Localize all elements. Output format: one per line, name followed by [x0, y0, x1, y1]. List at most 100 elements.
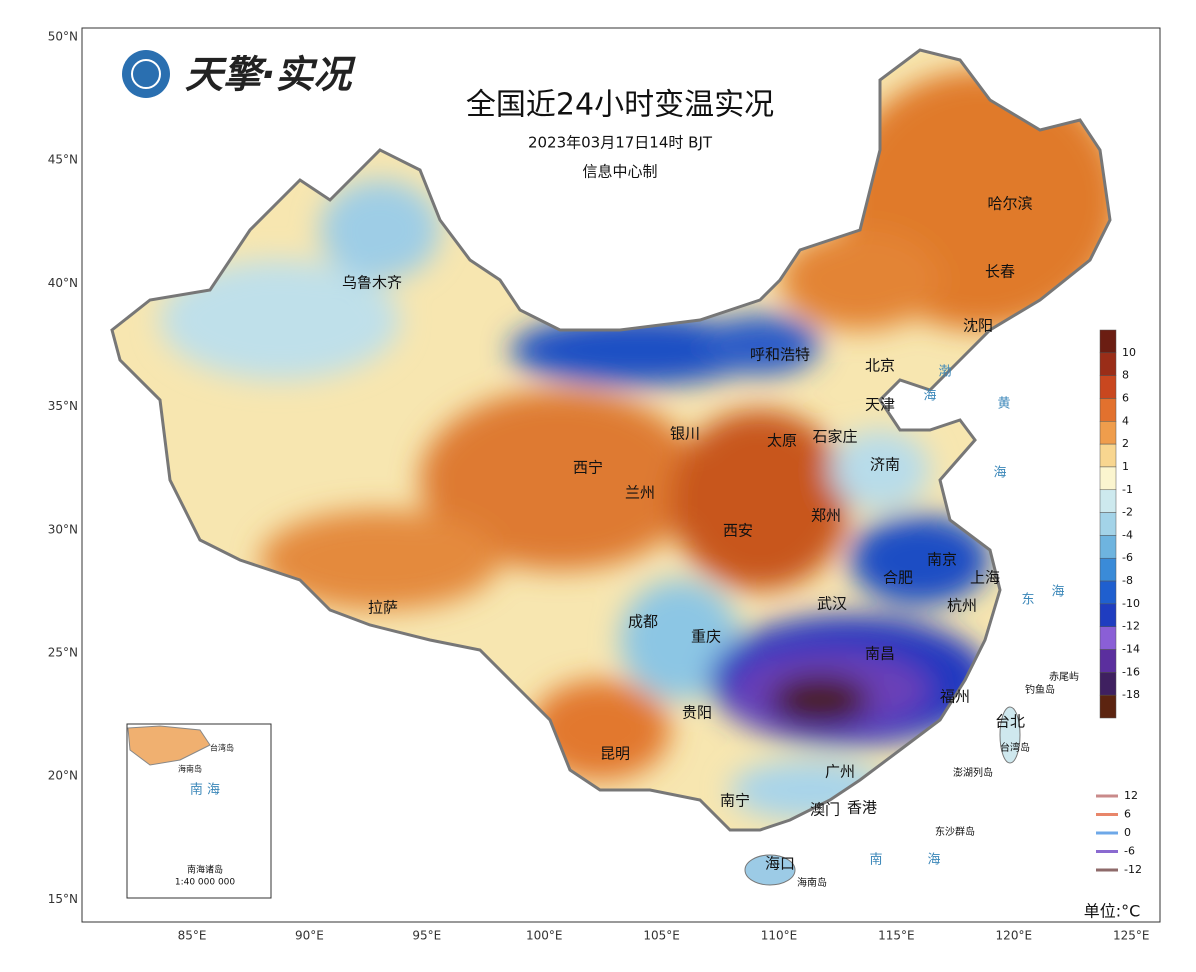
city-label: 合肥 [883, 569, 913, 587]
contour-legend-label: 6 [1124, 808, 1131, 821]
lon-label: 105°E [643, 929, 680, 943]
colorbar-label: -8 [1122, 574, 1133, 587]
city-label: 福州 [940, 688, 970, 706]
lat-label: 30°N [48, 522, 78, 536]
colorbar-swatch [1099, 466, 1117, 491]
colorbar-label: -14 [1122, 643, 1140, 656]
lon-label: 125°E [1113, 929, 1150, 943]
city-label: 南京 [927, 551, 957, 569]
unit: 单位:°C [1084, 902, 1141, 921]
colorbar-label: -12 [1122, 620, 1140, 633]
island-label: 赤尾屿 [1049, 671, 1079, 683]
city-label: 杭州 [947, 597, 977, 615]
sea-label: 渤 [938, 364, 951, 380]
colorbar-swatch [1099, 375, 1117, 399]
colorbar-label: -6 [1122, 551, 1133, 564]
city-label: 香港 [847, 799, 877, 817]
colorbar-label: -1 [1122, 483, 1133, 496]
lat-label: 25°N [48, 646, 78, 660]
city-label: 天津 [865, 396, 895, 414]
colorbar-label: 4 [1122, 414, 1129, 427]
inset-land [127, 725, 211, 766]
colorbar-swatch [1099, 512, 1117, 536]
city-label: 昆明 [600, 745, 630, 763]
colorbar-swatch [1099, 603, 1117, 627]
producer: 信息中心制 [582, 163, 657, 181]
city-label: 广州 [825, 763, 855, 781]
lon-label: 95°E [412, 929, 441, 943]
city-label: 重庆 [691, 628, 721, 646]
colorbar-swatch [1099, 649, 1117, 673]
lon-label: 110°E [761, 929, 798, 943]
inset-sea: 南 海 [190, 782, 220, 798]
sea-label: 东 [1021, 593, 1034, 608]
taiwan [999, 706, 1021, 764]
colorbar-swatch [1099, 421, 1117, 445]
colorbar-swatch [1099, 443, 1117, 468]
city-label: 贵阳 [682, 704, 712, 722]
contour-legend-label: 0 [1124, 826, 1131, 839]
colorbar-label: 8 [1122, 369, 1129, 382]
colorbar-label: -18 [1122, 688, 1140, 701]
lat-label: 20°N [48, 769, 78, 783]
city-label: 成都 [628, 613, 658, 631]
city-label: 呼和浩特 [750, 346, 810, 364]
city-label: 拉萨 [368, 599, 398, 617]
island-label: 海南岛 [797, 876, 827, 889]
city-label: 海口 [765, 855, 795, 873]
inset-scale: 1:40 000 000 [175, 878, 236, 888]
hainan [744, 854, 796, 886]
city-label: 南昌 [865, 645, 895, 663]
colorbar-label: 1 [1122, 460, 1129, 473]
city-label: 太原 [767, 432, 797, 450]
city-label: 西宁 [573, 459, 603, 477]
city-label: 西安 [723, 522, 753, 540]
city-label: 台北 [995, 713, 1025, 731]
sea-label: 南 [869, 852, 882, 868]
city-label: 上海 [970, 569, 1000, 587]
lon-label: 115°E [878, 929, 915, 943]
lon-label: 120°E [996, 929, 1033, 943]
city-label: 哈尔滨 [987, 195, 1032, 213]
city-label: 沈阳 [963, 317, 993, 335]
colorbar-label: 10 [1122, 346, 1136, 359]
title: 全国近24小时变温实况 [466, 88, 774, 123]
city-label: 郑州 [811, 507, 841, 525]
sea-label: 海 [1051, 585, 1064, 600]
colorbar-label: -16 [1122, 665, 1140, 678]
colorbar-label: -10 [1122, 597, 1140, 610]
contour-legend-label: 12 [1124, 789, 1138, 802]
lat-label: 40°N [48, 276, 78, 290]
lat-label: 50°N [48, 30, 78, 44]
lat-label: 15°N [48, 892, 78, 906]
logo-icon-ring [131, 59, 161, 89]
colorbar-swatch [1099, 626, 1117, 650]
city-label: 济南 [870, 456, 900, 474]
time: 2023年03月17日14时 BJT [528, 134, 713, 152]
island-label: 澎湖列岛 [953, 766, 993, 779]
inset-label: 海南岛 [178, 764, 202, 774]
contour-legend-label: -6 [1124, 845, 1135, 858]
colorbar-swatch [1099, 557, 1117, 582]
lon-label: 85°E [178, 929, 207, 943]
city-label: 石家庄 [812, 428, 857, 446]
colorbar-swatch [1099, 672, 1117, 696]
colorbar-swatch [1099, 580, 1117, 605]
city-label: 银川 [670, 425, 700, 443]
colorbar-swatch [1099, 398, 1117, 422]
city-label: 长春 [985, 263, 1015, 281]
contour-legend-label: -12 [1124, 863, 1142, 876]
city-label: 北京 [865, 357, 895, 375]
colorbar-swatch [1099, 535, 1117, 559]
lat-label: 45°N [48, 153, 78, 167]
city-label: 南宁 [720, 792, 750, 810]
city-label: 澳门 [810, 801, 840, 819]
colorbar-swatch [1099, 489, 1117, 513]
sea-label: 黄 [997, 397, 1010, 412]
island-label: 东沙群岛 [935, 825, 975, 838]
lat-label: 35°N [48, 399, 78, 413]
logo: 天擎·实况 [185, 53, 356, 97]
colorbar-label: 2 [1122, 437, 1129, 450]
lon-label: 100°E [526, 929, 563, 943]
